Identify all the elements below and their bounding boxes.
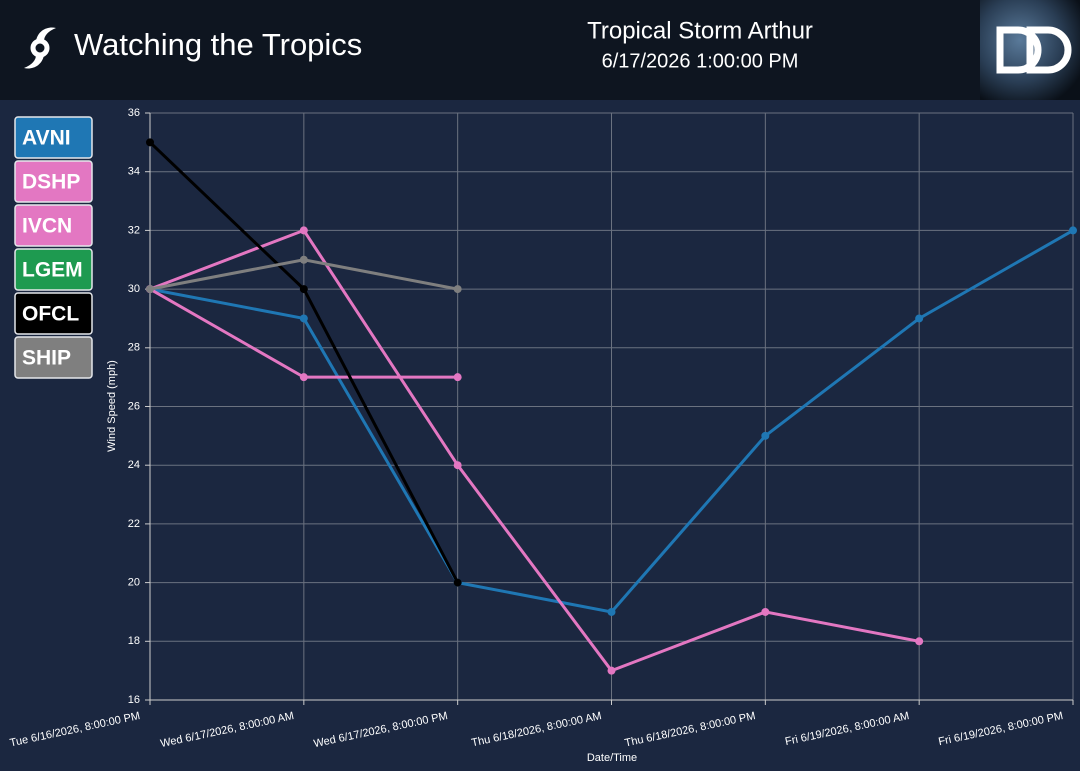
legend-button[interactable] (14, 292, 93, 335)
y-tick-label: 24 (128, 459, 140, 471)
y-axis-label: Wind Speed (mph) (106, 360, 118, 452)
data-point (607, 607, 616, 616)
data-point (761, 607, 770, 616)
data-point (146, 285, 154, 294)
y-tick-label: 36 (128, 107, 140, 119)
y-tick-label: 26 (128, 400, 140, 412)
chart-title: Tropical Storm Arthur (587, 17, 813, 44)
data-point (453, 578, 462, 587)
data-point (299, 255, 308, 264)
data-point (299, 285, 308, 294)
data-point (299, 226, 308, 235)
legend-button[interactable] (14, 336, 93, 379)
data-point (915, 314, 924, 323)
data-point (761, 431, 770, 440)
data-point (453, 373, 462, 382)
y-tick-label: 20 (128, 577, 140, 589)
y-tick-label: 22 (128, 518, 140, 530)
legend-button[interactable] (14, 116, 93, 159)
data-point (299, 314, 308, 323)
header (0, 0, 1080, 100)
hurricane-icon (24, 27, 56, 69)
y-tick-label: 18 (128, 635, 140, 647)
legend-label[interactable]: IVCN (22, 215, 72, 238)
y-tick-label: 16 (128, 694, 140, 706)
data-point (299, 373, 308, 382)
legend-button[interactable] (14, 248, 93, 291)
legend-label[interactable]: LGEM (22, 259, 83, 282)
legend-label[interactable]: DSHP (22, 171, 80, 194)
data-point (453, 285, 462, 294)
legend: AVNI DSHP IVCN LGEM OFCL SHIP (14, 116, 93, 379)
logo (980, 0, 1080, 100)
app-title: Watching the Tropics (74, 27, 362, 62)
y-tick-label: 28 (128, 342, 140, 354)
chart-subtitle: 6/17/2026 1:00:00 PM (602, 50, 799, 72)
legend-label[interactable]: OFCL (22, 303, 79, 326)
y-tick-label: 30 (128, 283, 140, 295)
legend-button[interactable] (14, 160, 93, 203)
legend-label[interactable]: SHIP (22, 347, 71, 370)
y-tick-label: 34 (128, 166, 140, 178)
series-line (149, 228, 920, 673)
data-point (146, 138, 154, 147)
legend-button[interactable] (14, 204, 93, 247)
data-point (607, 666, 616, 675)
data-point (915, 637, 924, 646)
legend-label[interactable]: AVNI (22, 127, 71, 150)
y-tick-label: 32 (128, 224, 140, 236)
data-point (453, 461, 462, 470)
x-axis-label: Date/Time (587, 752, 637, 764)
data-point (1069, 226, 1077, 235)
